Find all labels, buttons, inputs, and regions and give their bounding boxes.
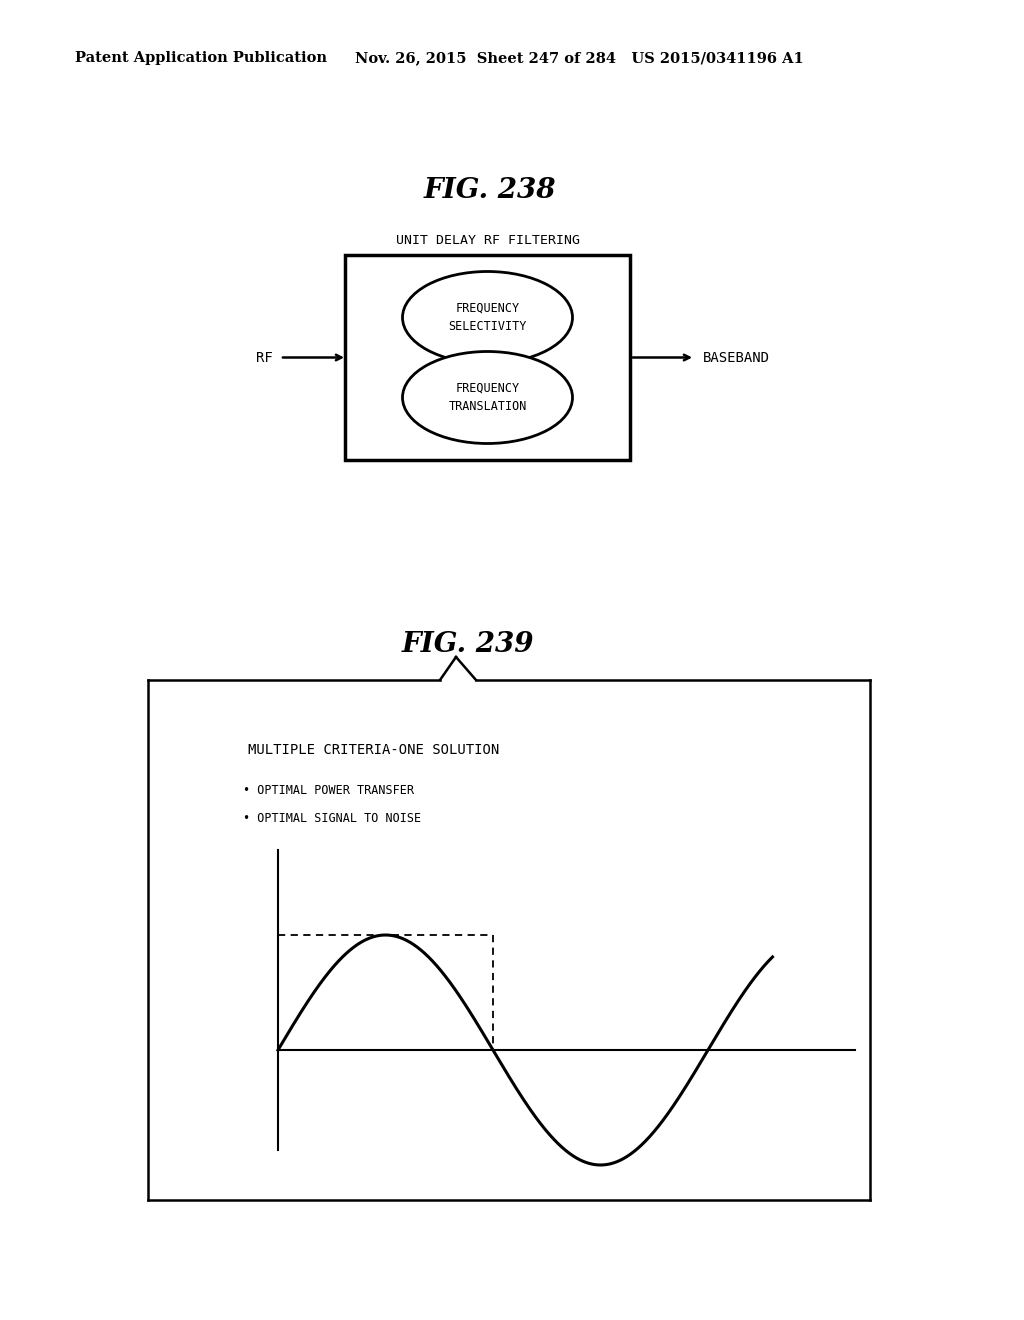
Text: Nov. 26, 2015  Sheet 247 of 284   US 2015/0341196 A1: Nov. 26, 2015 Sheet 247 of 284 US 2015/0… xyxy=(355,51,804,65)
Text: • OPTIMAL POWER TRANSFER: • OPTIMAL POWER TRANSFER xyxy=(243,784,414,796)
Ellipse shape xyxy=(402,272,572,363)
Text: Patent Application Publication: Patent Application Publication xyxy=(75,51,327,65)
Text: MULTIPLE CRITERIA-ONE SOLUTION: MULTIPLE CRITERIA-ONE SOLUTION xyxy=(248,743,500,756)
Bar xyxy=(345,255,630,459)
Ellipse shape xyxy=(402,351,572,444)
Text: FREQUENCY
SELECTIVITY: FREQUENCY SELECTIVITY xyxy=(449,302,526,333)
Text: • OPTIMAL SIGNAL TO NOISE: • OPTIMAL SIGNAL TO NOISE xyxy=(243,812,421,825)
Text: FREQUENCY
TRANSLATION: FREQUENCY TRANSLATION xyxy=(449,381,526,413)
Text: UNIT DELAY RF FILTERING: UNIT DELAY RF FILTERING xyxy=(396,234,580,247)
Text: FIG. 238: FIG. 238 xyxy=(424,177,556,203)
Text: BASEBAND: BASEBAND xyxy=(703,351,770,364)
Text: RF: RF xyxy=(256,351,273,364)
Text: FIG. 239: FIG. 239 xyxy=(401,631,535,659)
